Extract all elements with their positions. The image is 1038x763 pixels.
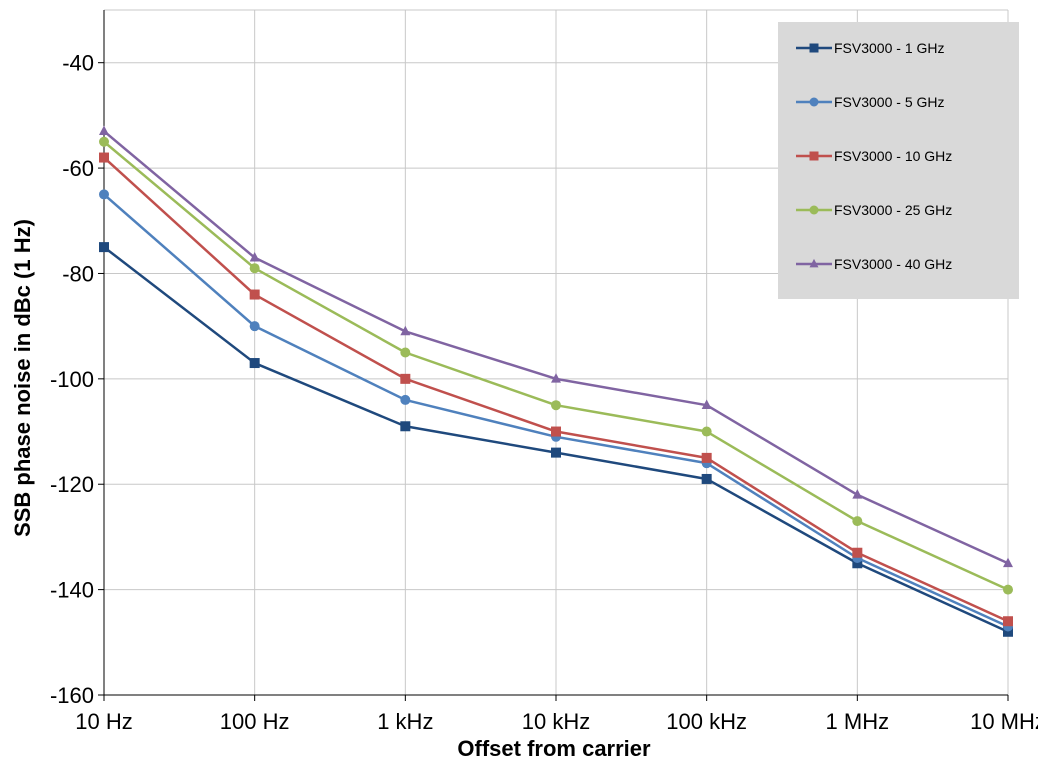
y-axis-title: SSB phase noise in dBc (1 Hz) xyxy=(10,219,35,537)
legend-label: FSV3000 - 1 GHz xyxy=(834,40,945,56)
data-point xyxy=(701,426,712,437)
legend-item: FSV3000 - 10 GHz xyxy=(796,148,952,164)
legend-swatch-marker xyxy=(809,258,819,268)
y-tick-label: -100 xyxy=(50,367,94,392)
data-point xyxy=(400,373,411,384)
y-tick-label: -160 xyxy=(50,683,94,708)
legend-swatch-marker xyxy=(809,97,819,107)
data-point xyxy=(701,452,712,463)
series-layer xyxy=(99,125,1013,637)
data-point xyxy=(1003,557,1013,568)
data-point xyxy=(99,136,109,147)
axis-layer: -160 -140 -120 -100 -80 -60 -40 10 Hz 100 Hz 1 kH… xyxy=(50,10,1038,734)
legend-swatch-marker xyxy=(809,205,819,215)
data-point xyxy=(852,547,863,558)
data-point xyxy=(1003,626,1013,637)
series-5 xyxy=(99,125,1013,568)
legend-label: FSV3000 - 5 GHz xyxy=(834,94,945,110)
legend-item: FSV3000 - 25 GHz xyxy=(796,202,952,218)
y-tick-label: -140 xyxy=(50,578,94,603)
legend-item: FSV3000 - 5 GHz xyxy=(796,94,945,110)
data-point xyxy=(99,242,109,253)
data-point xyxy=(400,421,411,432)
data-point xyxy=(249,251,260,262)
series-4 xyxy=(99,136,1013,595)
data-point xyxy=(551,373,561,383)
x-tick-label: 10 kHz xyxy=(522,709,590,734)
legend-swatch-marker xyxy=(809,43,819,53)
x-tick-label: 100 Hz xyxy=(220,709,290,734)
data-point xyxy=(551,426,561,437)
data-point xyxy=(852,489,863,499)
legend: FSV3000 - 1 GHz FSV3000 - 5 GHz FSV3000 - … xyxy=(778,22,1019,299)
data-point xyxy=(701,399,712,409)
data-point xyxy=(249,263,260,274)
data-point xyxy=(852,516,863,527)
data-point xyxy=(99,189,109,200)
y-tick-label: -40 xyxy=(62,51,94,76)
legend-item: FSV3000 - 1 GHz xyxy=(796,40,945,56)
x-tick-label: 1 MHz xyxy=(826,709,890,734)
y-tick-label: -120 xyxy=(50,472,94,497)
data-point xyxy=(551,447,561,458)
data-point xyxy=(400,394,411,405)
y-tick-label: -80 xyxy=(62,261,94,286)
legend-label: FSV3000 - 10 GHz xyxy=(834,148,952,164)
y-tick-label: -60 xyxy=(62,156,94,181)
legend-label: FSV3000 - 40 GHz xyxy=(834,256,952,272)
data-point xyxy=(852,558,863,569)
legend-label: FSV3000 - 25 GHz xyxy=(834,202,952,218)
series-3 xyxy=(99,152,1013,627)
series-1 xyxy=(99,242,1013,637)
data-point xyxy=(400,347,411,358)
data-point xyxy=(1003,584,1013,595)
data-point xyxy=(249,289,260,300)
data-point xyxy=(1003,616,1013,627)
x-tick-label: 100 kHz xyxy=(666,709,747,734)
x-axis-title: Offset from carrier xyxy=(457,736,651,761)
data-point xyxy=(249,358,260,369)
data-point xyxy=(701,473,712,484)
data-point xyxy=(99,152,109,163)
data-point xyxy=(551,400,561,411)
legend-item: FSV3000 - 40 GHz xyxy=(796,256,952,272)
x-tick-label: 1 kHz xyxy=(377,709,433,734)
legend-swatch-marker xyxy=(809,151,819,161)
data-point xyxy=(249,321,260,332)
data-point xyxy=(99,125,109,135)
x-tick-label: 10 Hz xyxy=(75,709,132,734)
x-tick-label: 10 MHz xyxy=(970,709,1038,734)
data-point xyxy=(400,325,411,336)
